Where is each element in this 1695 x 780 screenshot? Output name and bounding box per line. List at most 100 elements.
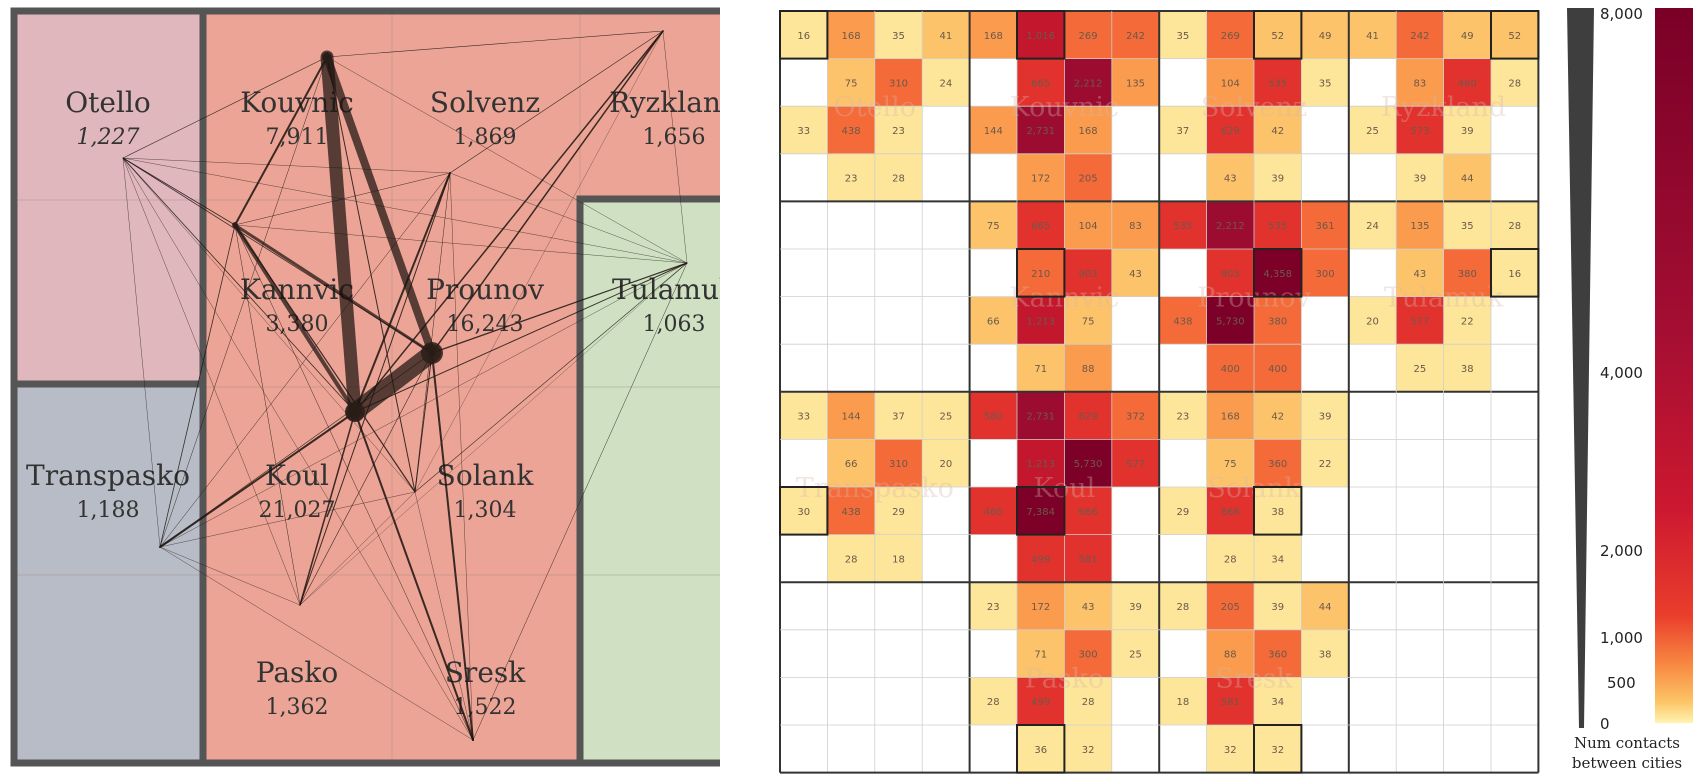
matrix-cell-value: 38: [1271, 507, 1284, 518]
matrix-cell-value: 577: [1126, 459, 1145, 470]
matrix-cell: [874, 439, 923, 487]
matrix-cell: [1301, 725, 1349, 773]
network-edge: [431, 352, 474, 741]
matrix-cell: [827, 629, 875, 678]
network-edge: [159, 56, 328, 548]
matrix-cell-value: 310: [889, 459, 908, 470]
matrix-cell: [1348, 487, 1397, 535]
matrix-cell: [1064, 11, 1112, 59]
network-edge: [354, 172, 451, 413]
matrix-cell: [1064, 296, 1112, 345]
matrix-cell-value: 665: [1031, 221, 1050, 232]
matrix-cell: [1206, 201, 1254, 249]
matrix-cell-value: 22: [1319, 459, 1332, 470]
matrix-cell: [1443, 153, 1491, 202]
matrix-cell: [1111, 249, 1160, 297]
matrix-cell: [1443, 344, 1491, 392]
matrix-cell-value: 23: [845, 174, 858, 185]
matrix-cell: [922, 58, 970, 107]
network-edge: [159, 172, 451, 548]
matrix-cell: [1064, 534, 1112, 583]
matrix-cell-value: 35: [1319, 78, 1332, 89]
matrix-cell-value: 20: [940, 459, 953, 470]
matrix-cell: [1301, 629, 1349, 678]
matrix-cell-value: 44: [1319, 602, 1332, 613]
matrix-cell: [969, 58, 1017, 107]
matrix-cell: [1017, 439, 1065, 487]
matrix-cell-value: 71: [1034, 364, 1047, 375]
matrix-cell: [1111, 487, 1160, 535]
matrix-cell: [780, 391, 828, 440]
matrix-cell: [1301, 296, 1349, 345]
legend-title: Num contacts: [1574, 734, 1680, 752]
matrix-cell: [1159, 629, 1207, 678]
matrix-cell: [874, 58, 923, 107]
network-edge: [122, 157, 433, 354]
matrix-cell: [969, 534, 1017, 583]
city-population: 1,188: [77, 498, 140, 523]
matrix-cell: [1159, 725, 1207, 773]
matrix-cell: [1443, 534, 1491, 583]
matrix-cell: [1064, 344, 1112, 392]
matrix-cell: [1348, 153, 1397, 202]
matrix-cell: [1206, 249, 1254, 297]
matrix-cell: [1301, 106, 1349, 154]
matrix-cell: [1017, 582, 1065, 630]
matrix-cell-value: 666: [1221, 507, 1240, 518]
matrix-cell-value: 43: [1129, 269, 1142, 280]
network-edge: [122, 157, 416, 493]
matrix-cell: [1348, 582, 1397, 630]
matrix-cell: [1159, 153, 1207, 202]
network-edge: [299, 352, 433, 606]
matrix-cell: [1254, 296, 1302, 345]
matrix-cell-value: 37: [892, 412, 905, 423]
matrix-cell: [922, 677, 970, 725]
matrix-cell-value: 28: [1508, 78, 1521, 89]
matrix-cell-value: 75: [987, 221, 1000, 232]
network-edge: [122, 157, 161, 548]
matrix-cell: [874, 391, 923, 440]
matrix-cell: [1206, 582, 1254, 630]
matrix-cell: [874, 677, 923, 725]
matrix-cell: [1159, 439, 1207, 487]
network-edge: [299, 262, 688, 606]
matrix-cell-value: 30: [797, 507, 810, 518]
matrix-cell-highlight: [1253, 724, 1303, 774]
matrix-cell: [1396, 201, 1444, 249]
matrix-cell-value: 22: [1461, 316, 1474, 327]
matrix-cell: [1159, 201, 1207, 249]
network-edge: [122, 157, 688, 264]
matrix-cell: [1206, 153, 1254, 202]
matrix-cell: [827, 439, 875, 487]
matrix-cell: [1111, 344, 1160, 392]
matrix-cell: [1491, 534, 1539, 583]
matrix-cell: [1491, 296, 1539, 345]
matrix-cell-value: 39: [1461, 126, 1474, 137]
matrix-cell: [1206, 58, 1254, 107]
matrix-cell-value: 380: [1268, 316, 1287, 327]
matrix-cell-value: 1,213: [1026, 316, 1055, 327]
matrix-cell: [1111, 439, 1160, 487]
matrix-cell: [827, 296, 875, 345]
matrix-cell: [780, 582, 828, 630]
matrix-cell-value: 24: [1366, 221, 1379, 232]
matrix-cell: [1064, 439, 1112, 487]
region-transpasko: [17, 387, 203, 760]
city-name: Pasko: [256, 656, 338, 689]
matrix-cell-value: 33: [797, 412, 810, 423]
matrix-cell-value: 144: [842, 412, 861, 423]
matrix-cell: [969, 391, 1017, 440]
matrix-cell-highlight: [1253, 486, 1303, 536]
matrix-cell-value: 43: [1224, 174, 1237, 185]
matrix-cell: [780, 344, 828, 392]
matrix-cell: [922, 439, 970, 487]
network-edge: [122, 56, 328, 159]
matrix-cell-value: 49: [1461, 31, 1474, 42]
city-name: Otello: [65, 86, 151, 119]
matrix-cell: [1254, 344, 1302, 392]
matrix-cell: [1348, 391, 1397, 440]
matrix-cell: [922, 629, 970, 678]
matrix-cell: [922, 725, 970, 773]
matrix-cell: [1254, 487, 1302, 535]
matrix-cell: [1396, 11, 1444, 59]
